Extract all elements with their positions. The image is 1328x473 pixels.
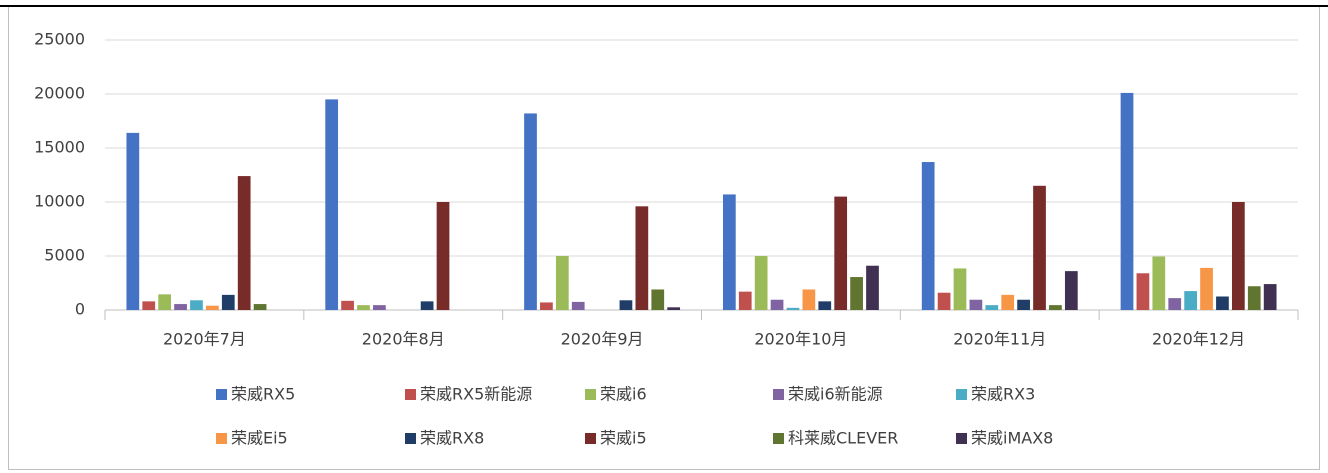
y-tick-label: 10000 xyxy=(34,192,85,211)
bar xyxy=(524,113,537,310)
bar xyxy=(786,307,800,310)
bar xyxy=(921,162,935,310)
x-tick-label: 2020年10月 xyxy=(754,330,847,349)
bar xyxy=(850,277,863,310)
x-tick-label: 2020年11月 xyxy=(953,330,1046,349)
bar xyxy=(1168,298,1182,310)
x-tick-label: 2020年9月 xyxy=(561,330,644,349)
bar xyxy=(206,305,219,310)
legend-label: 荣威RX5新能源 xyxy=(420,385,532,404)
bar xyxy=(540,302,553,310)
bar xyxy=(571,301,585,310)
y-tick-label: 25000 xyxy=(34,30,85,49)
bar xyxy=(985,305,999,310)
bar xyxy=(174,304,187,310)
bar xyxy=(237,176,251,310)
legend-label: 荣威RX8 xyxy=(420,429,484,448)
bar xyxy=(1017,299,1030,310)
legend-label: 荣威iMAX8 xyxy=(971,429,1053,448)
bar xyxy=(1136,273,1150,310)
x-tick-label: 2020年7月 xyxy=(163,330,246,349)
legend-swatch xyxy=(216,433,227,444)
bar xyxy=(802,289,816,310)
bar xyxy=(953,268,967,310)
bar xyxy=(420,301,434,310)
bar xyxy=(436,202,450,310)
legend-swatch xyxy=(773,433,784,444)
bar xyxy=(221,294,235,310)
bar xyxy=(1216,296,1229,310)
bar xyxy=(1184,291,1197,310)
bar xyxy=(126,132,140,310)
bar xyxy=(754,256,768,310)
bar xyxy=(253,304,267,310)
bar xyxy=(1231,202,1245,310)
x-tick-label: 2020年8月 xyxy=(362,330,445,349)
bar xyxy=(866,265,879,310)
bar xyxy=(937,292,951,310)
legend-label: 荣威i6 xyxy=(600,385,647,404)
bar xyxy=(1120,92,1134,310)
bar xyxy=(1033,185,1046,310)
bar xyxy=(1152,256,1166,310)
bar xyxy=(341,300,354,310)
bar xyxy=(158,294,172,310)
bar xyxy=(818,301,832,310)
legend-swatch xyxy=(773,389,784,400)
bar xyxy=(770,299,784,310)
bar xyxy=(190,300,203,310)
bar xyxy=(555,256,569,310)
x-tick-label: 2020年12月 xyxy=(1152,330,1245,349)
legend-swatch xyxy=(216,389,227,400)
bar xyxy=(142,301,156,310)
y-tick-label: 0 xyxy=(75,300,85,319)
bar xyxy=(1263,284,1277,310)
legend-swatch xyxy=(405,433,416,444)
legend-label: 荣威Ei5 xyxy=(231,429,288,448)
legend-label: 荣威RX5 xyxy=(231,385,295,404)
bar xyxy=(667,307,681,310)
bar xyxy=(619,300,633,310)
bar xyxy=(969,299,983,310)
legend-swatch xyxy=(585,389,596,400)
bar xyxy=(722,194,736,310)
legend-swatch xyxy=(405,389,416,400)
bar xyxy=(1001,294,1015,310)
y-tick-label: 5000 xyxy=(44,246,85,265)
bar xyxy=(834,196,848,310)
bar xyxy=(325,99,339,311)
legend-label: 荣威i6新能源 xyxy=(788,385,883,404)
bar xyxy=(373,305,386,310)
bar xyxy=(1064,271,1078,310)
bar xyxy=(738,291,752,310)
bar xyxy=(651,289,665,310)
bar xyxy=(1247,286,1261,310)
bar xyxy=(1049,305,1062,310)
bar xyxy=(357,305,370,310)
legend-swatch xyxy=(956,433,967,444)
legend-swatch xyxy=(585,433,596,444)
legend-label: 科莱威CLEVER xyxy=(788,429,898,448)
legend-label: 荣威RX3 xyxy=(971,385,1035,404)
legend-swatch xyxy=(956,389,967,400)
bar xyxy=(635,206,649,310)
y-tick-label: 20000 xyxy=(34,84,85,103)
legend-label: 荣威i5 xyxy=(600,429,647,448)
y-tick-label: 15000 xyxy=(34,138,85,157)
bar xyxy=(1200,267,1213,310)
